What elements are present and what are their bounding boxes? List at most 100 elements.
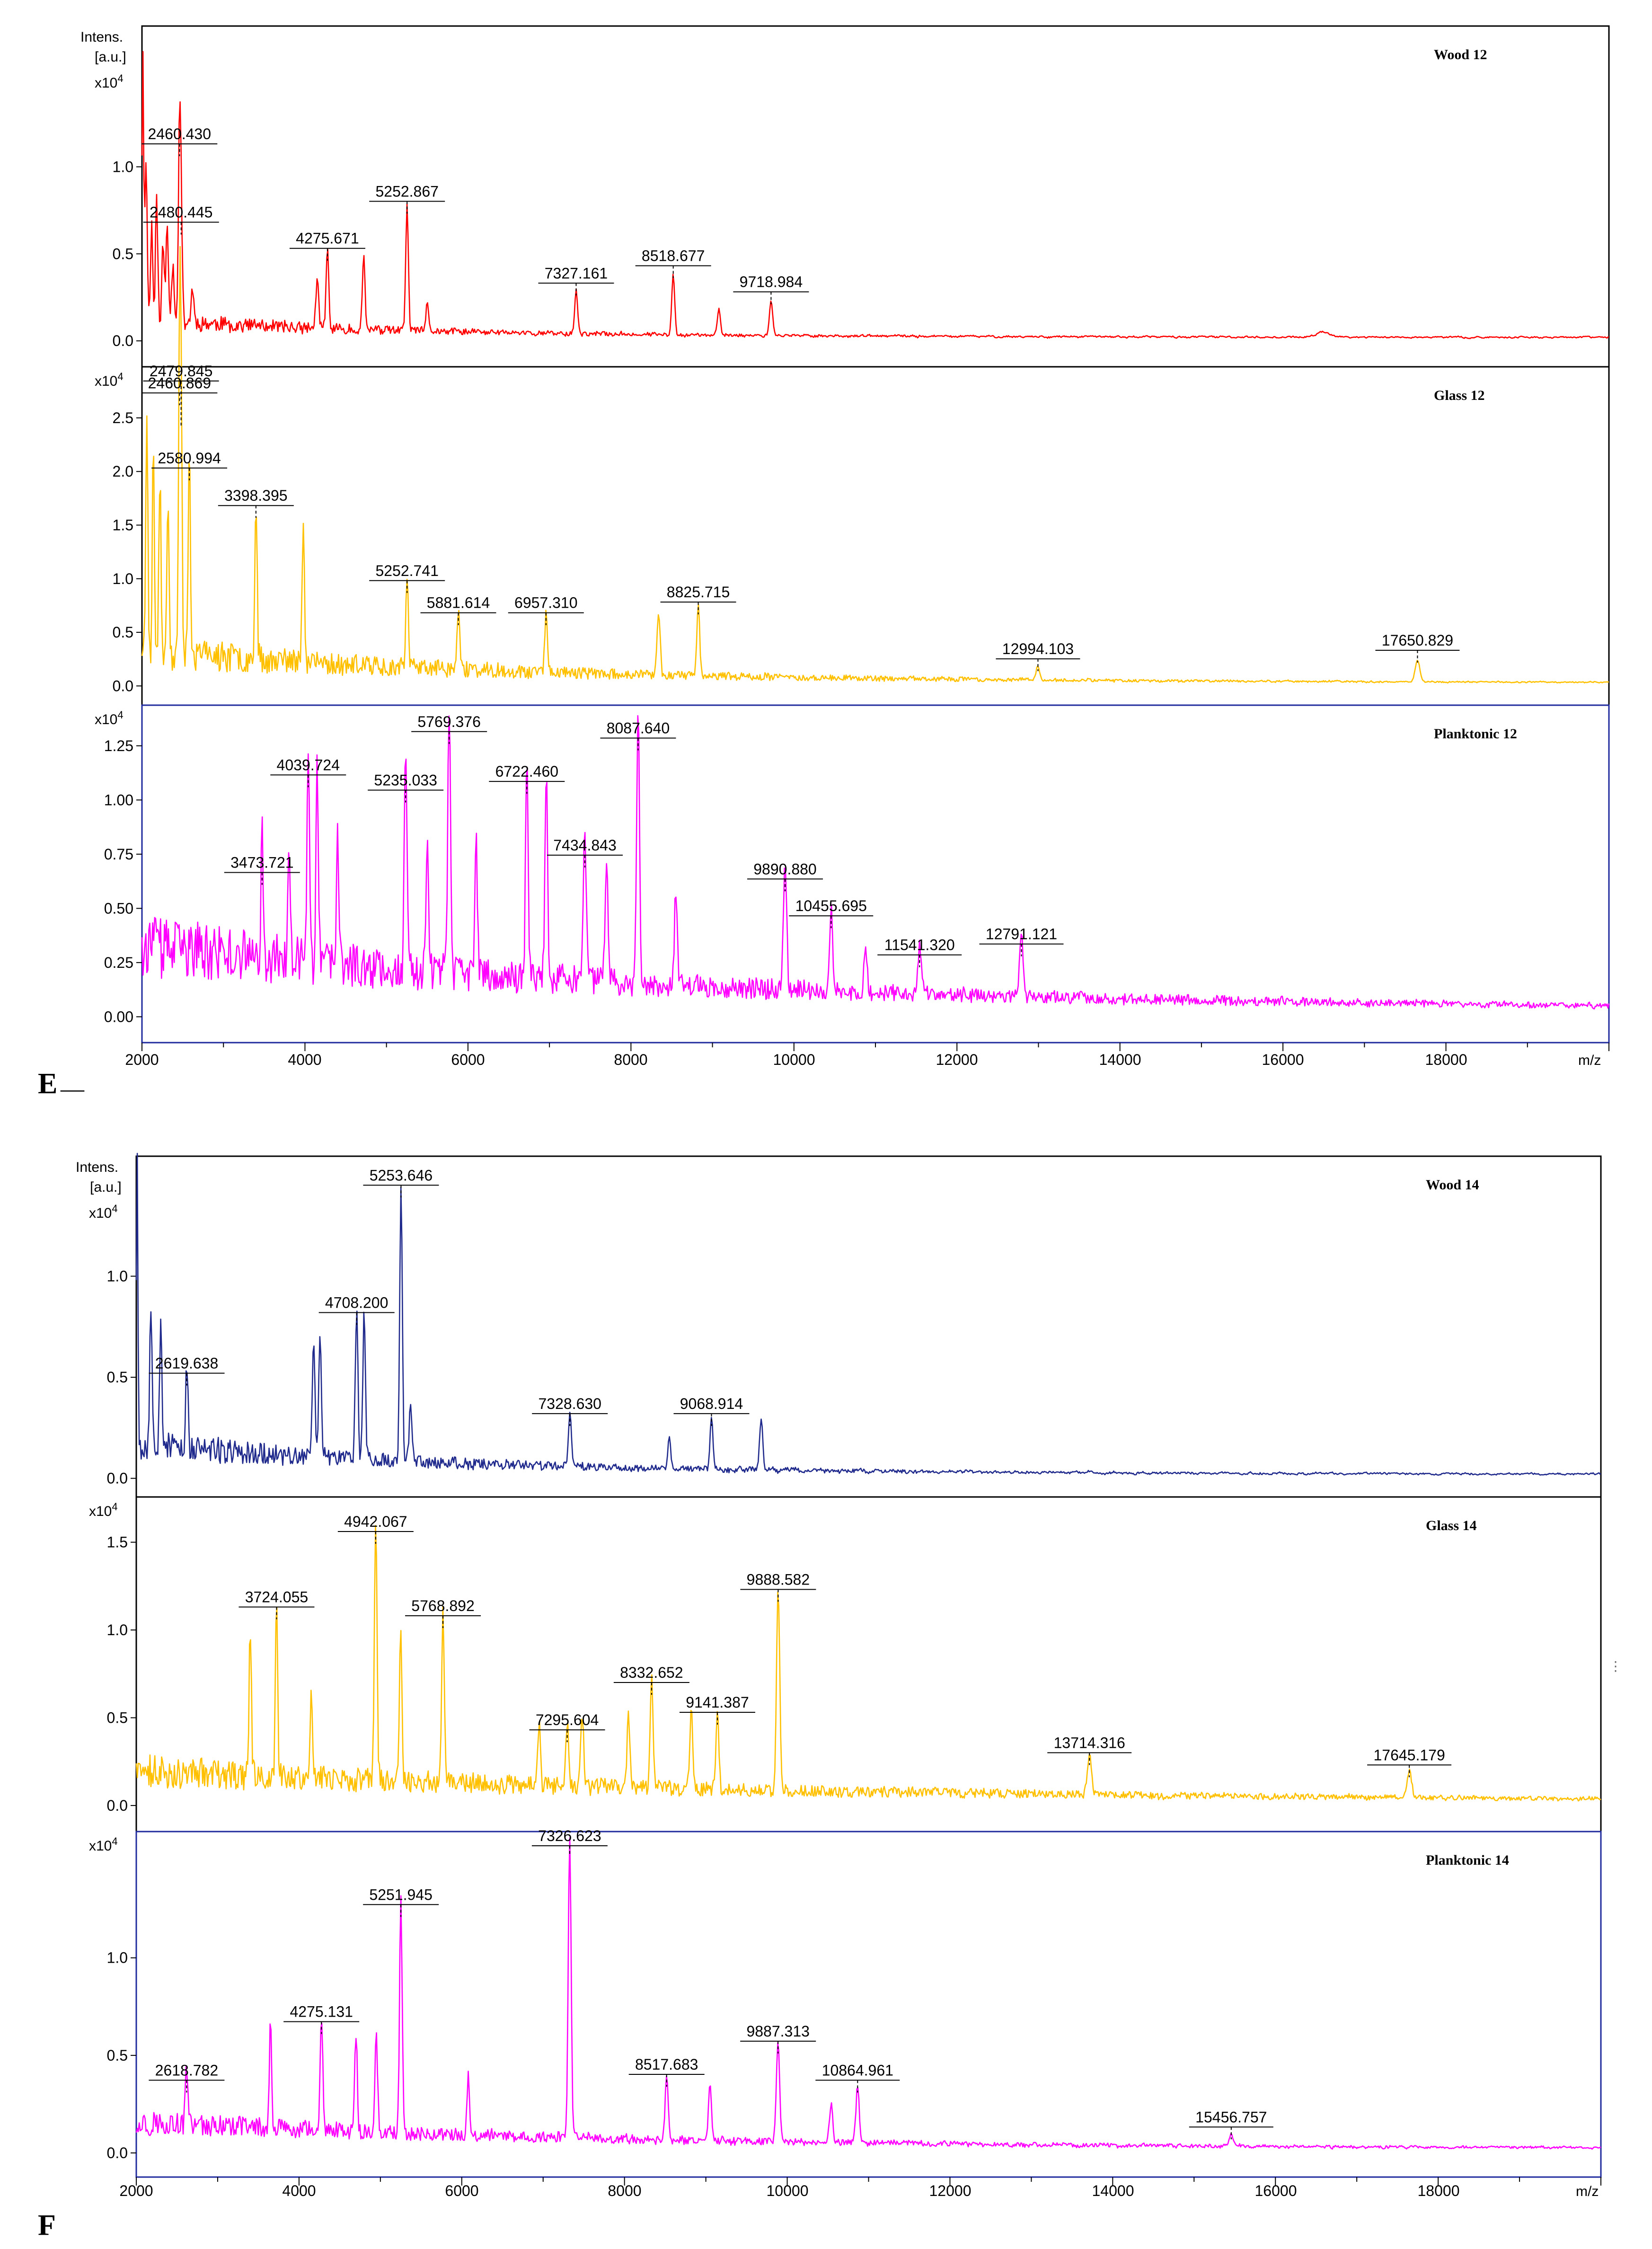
peak-label: 3398.395 [224,487,287,504]
peak-label: 4942.067 [344,1513,407,1530]
peak-label: 4708.200 [325,1294,388,1311]
peak-label: 5251.945 [369,1886,432,1903]
panel-wood-12: Wood 12x1040.00.51.02460.4302480.4454275… [95,25,1610,368]
x-tick-label: 10000 [773,1051,815,1068]
peak-label: 8332.652 [620,1664,683,1681]
peak-label: 2618.782 [155,2062,218,2079]
peak-label: 10864.961 [822,2062,893,2079]
y-multiplier-label: x104 [89,1203,118,1221]
figure-f-x-ticks: 2000 4000 6000 8000 10000 12000 14000 16… [119,2182,1459,2199]
y-tick-label: 0.50 [104,900,133,917]
peak-label: 5253.646 [370,1167,433,1184]
y-tick-label: 1.5 [113,517,133,534]
x-tick-label: 4000 [288,1051,321,1068]
panel-planktonic-14: Planktonic 14x1040.00.51.02618.7824275.1… [89,1827,1602,2186]
peak-label: 7434.843 [553,837,616,854]
peak-label: 11541.320 [884,937,955,954]
spectrum-trace-glass-14 [135,1525,1601,1802]
peak-label: 9068.914 [680,1395,743,1412]
figure-e-x-label: m/z [1578,1053,1601,1068]
y-tick-label: 0.0 [113,677,133,694]
spectrum-trace-planktonic-12 [141,715,1610,1009]
panel-title: Wood 12 [1434,47,1487,62]
peak-label: 5769.376 [417,713,480,730]
y-tick-label: 2.0 [113,463,133,480]
panel-glass-14: Glass 14x1040.00.51.01.53724.0554942.067… [89,1496,1602,1833]
figure-f-letter: F [38,2209,56,2241]
panel-title: Wood 14 [1426,1177,1479,1193]
y-tick-label: 0.5 [113,245,133,262]
peak-label: 17645.179 [1373,1746,1445,1763]
spectrum-trace-glass-12 [141,246,1609,684]
peak-label: 6722.460 [495,763,558,780]
peak-label: 2619.638 [155,1355,218,1372]
y-tick-label: 1.0 [107,1268,128,1285]
peak-label: 9141.387 [686,1694,749,1711]
peak-label: 7327.161 [545,265,608,282]
y-tick-label: 0.00 [104,1008,133,1025]
peak-label: 7326.623 [538,1827,601,1844]
figure-f-intens-label: Intens. [76,1160,118,1175]
peak-label: 3473.721 [230,854,293,871]
peak-label: 2460.430 [148,125,211,142]
y-tick-label: 0.25 [104,954,133,971]
peak-label: 2480.445 [150,204,212,221]
panel-title: Planktonic 14 [1426,1852,1509,1868]
peak-label: 8517.683 [635,2056,698,2073]
y-tick-label: 1.0 [107,1621,128,1638]
peak-label: 3724.055 [245,1589,308,1606]
peak-label: 9718.984 [740,274,803,291]
panel-planktonic-12: Planktonic 12x1040.000.250.500.751.001.2… [95,704,1610,1051]
peak-label: 5252.741 [375,562,438,579]
peak-label: 13714.316 [1054,1734,1125,1751]
peak-label: 5768.892 [411,1597,474,1614]
peak-label: 5235.033 [374,771,437,788]
figure-e-letter-suffix: __ [60,1067,85,1094]
scroll-grip-icon[interactable]: ⋮ [1609,1659,1622,1673]
y-tick-label: 1.0 [113,570,133,587]
peak-label: 10455.695 [795,897,867,914]
x-tick-label: 14000 [1099,1051,1141,1068]
x-tick-label: 16000 [1262,1051,1304,1068]
spectrum-trace-wood-14 [135,1152,1601,1476]
peak-label: 7328.630 [538,1395,601,1412]
y-tick-label: 1.0 [107,1949,128,1966]
peak-label: 5252.867 [375,183,438,200]
peak-label: 12994.103 [1002,640,1074,657]
y-tick-label: 1.5 [107,1534,128,1551]
peak-label: 8825.715 [667,584,730,601]
y-tick-label: 1.25 [104,737,133,754]
y-tick-label: 1.0 [113,158,133,175]
y-tick-label: 0.5 [113,624,133,641]
panel-title: Glass 12 [1434,388,1485,403]
spectrum-trace-planktonic-14 [135,1837,1601,2150]
y-tick-label: 0.5 [107,1369,128,1386]
spectrum-trace-wood-12 [141,51,1609,339]
peak-label: 7295.604 [536,1711,599,1728]
panel-glass-12: Glass 12x1040.00.51.01.52.02.52460.86924… [95,246,1610,706]
x-tick-label: 12000 [936,1051,978,1068]
peak-label: 5881.614 [427,594,490,611]
peak-label: 4275.131 [290,2003,353,2020]
figure-e-x-ticks: 2000 4000 6000 8000 10000 12000 14000 16… [125,1051,1467,1068]
y-tick-label: 0.0 [107,1797,128,1814]
y-tick-label: 0.0 [113,332,133,349]
panel-wood-14: Wood 14 x104 0.0 0.5 1.0 2619.638 4708.200 5253… [89,1152,1602,1498]
y-tick-label: 0.5 [107,2047,128,2064]
panel-title: Glass 14 [1426,1518,1477,1533]
figure-f-x-label: m/z [1576,2184,1599,2199]
x-tick-label: 6000 [451,1051,485,1068]
peak-label: 15456.757 [1195,2108,1267,2125]
x-tick-label: 8000 [614,1051,647,1068]
peak-label: 6957.310 [514,594,577,611]
y-tick-label: 2.5 [113,409,133,426]
y-tick-label: 0.75 [104,846,133,863]
panel-title: Planktonic 12 [1434,726,1517,742]
peak-label: 12791.121 [986,926,1057,943]
peak-label: 9887.313 [746,2023,809,2040]
peak-label: 2580.994 [158,450,221,467]
figure-e-intens-label: Intens. [80,29,123,45]
peak-label: 4039.724 [277,756,340,773]
y-tick-label: 0.0 [107,1470,128,1487]
